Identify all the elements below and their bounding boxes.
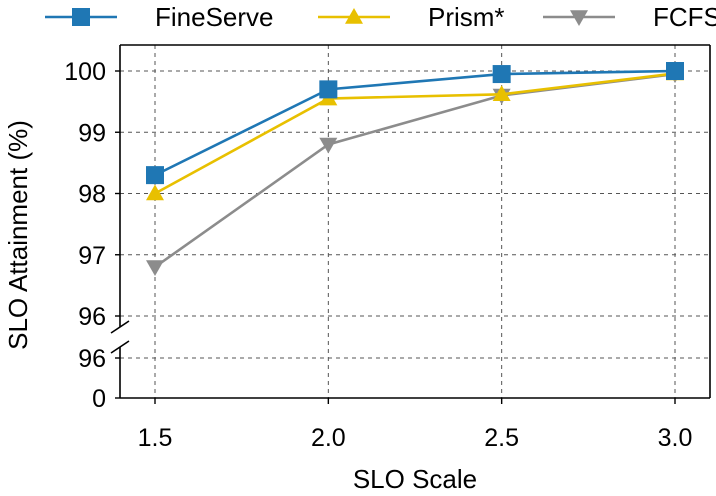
series-fcfs xyxy=(146,67,684,276)
legend-item: FCFS xyxy=(543,2,716,32)
legend-marker xyxy=(72,8,90,26)
plot-frame xyxy=(110,44,711,399)
x-tick-label: 1.5 xyxy=(138,424,173,452)
legend-marker xyxy=(570,10,588,26)
series-line xyxy=(154,72,676,269)
data-point xyxy=(666,62,684,80)
series-line xyxy=(154,69,676,177)
tick-labels: 96 97 98 99 100 0 96 1.5 2.0 2.5 3.0 xyxy=(64,58,692,452)
legend-label: FineServe xyxy=(155,2,274,32)
y-tick-label: 97 xyxy=(78,242,106,270)
data-point xyxy=(319,137,338,154)
y-tick-label: 98 xyxy=(78,181,106,209)
data-point xyxy=(146,184,164,201)
series-line xyxy=(154,72,676,195)
data-point xyxy=(146,260,164,276)
data-point xyxy=(492,65,511,84)
y-tick-label: 0 xyxy=(92,385,106,413)
series-layer xyxy=(146,62,684,276)
y-axis-title: SLO Attainment (%) xyxy=(3,120,33,350)
y-tick-label: 96 xyxy=(78,345,106,373)
series-fineserve xyxy=(146,62,684,185)
legend-marker xyxy=(345,8,363,24)
data-point xyxy=(319,80,338,99)
legend: FineServe Prism* FCFS xyxy=(45,2,716,32)
grid xyxy=(120,45,710,398)
x-tick-label: 2.0 xyxy=(311,424,346,452)
legend-label: Prism* xyxy=(428,2,505,32)
legend-item: Prism* xyxy=(318,2,505,32)
data-point xyxy=(492,85,511,102)
x-tick-label: 3.0 xyxy=(658,424,693,452)
y-tick-label: 96 xyxy=(78,303,106,331)
y-tick-label: 99 xyxy=(78,119,106,147)
data-point xyxy=(146,166,164,185)
x-axis-title: SLO Scale xyxy=(353,464,477,494)
x-tick-label: 2.5 xyxy=(484,424,519,452)
legend-label: FCFS xyxy=(653,2,716,32)
y-tick-label: 100 xyxy=(64,58,106,86)
axis-break-mark xyxy=(110,340,130,354)
axis-break-mark xyxy=(110,320,130,334)
legend-item: FineServe xyxy=(45,2,274,32)
